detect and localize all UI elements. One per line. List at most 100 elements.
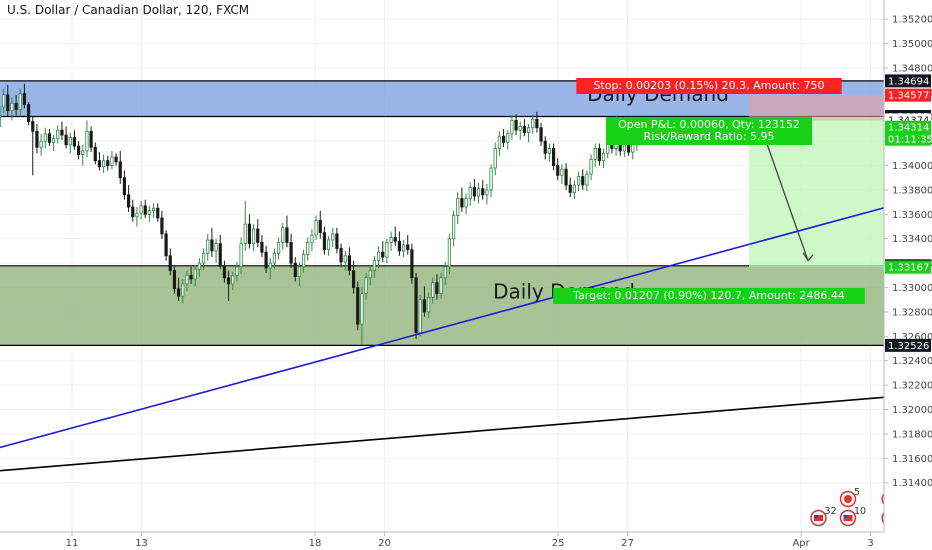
price-label-text: 1.32526: [888, 341, 929, 352]
candle: [451, 210, 456, 247]
candle: [197, 258, 202, 277]
candle-body: [351, 270, 356, 288]
candle-body: [393, 237, 397, 242]
candle: [368, 265, 372, 286]
candle-body: [339, 248, 343, 263]
candle: [301, 249, 306, 273]
candle: [297, 261, 302, 287]
candle-body: [460, 198, 464, 208]
candle-body: [51, 138, 56, 143]
candle-body: [168, 255, 172, 271]
candle-body: [410, 249, 414, 279]
candle-body: [631, 144, 635, 153]
candle: [160, 210, 164, 239]
candle-body: [81, 150, 85, 155]
candle-body: [489, 167, 493, 191]
candle-body: [514, 120, 518, 131]
price-label-text: 1.34694: [888, 76, 929, 87]
pnl-label-text: Risk/Reward Ratio: 5.95: [644, 130, 775, 143]
us-event-flag-icon: 32: [810, 506, 837, 527]
flag-leaf: [843, 495, 852, 503]
candle-body: [364, 277, 368, 295]
price-tick-label: 1.31400: [892, 478, 932, 489]
candle-body: [401, 244, 406, 252]
candle: [285, 215, 289, 248]
candle-body: [139, 205, 143, 214]
candle-body: [297, 266, 302, 277]
candle: [460, 187, 464, 212]
candle-body: [172, 270, 177, 290]
candle-body: [426, 296, 431, 313]
price-tick-label: 1.32000: [892, 405, 932, 416]
price-tick-label: 1.32800: [892, 307, 932, 318]
price-tick-label: 1.31600: [892, 454, 932, 465]
candle: [410, 243, 414, 284]
candle-body: [343, 255, 347, 263]
candle-body: [322, 232, 327, 251]
candle: [2, 88, 6, 114]
candle-body: [481, 188, 485, 196]
time-axis: 111318202527Apr3810: [0, 531, 884, 550]
price-tick-label: 1.32200: [892, 381, 932, 392]
candle-body: [2, 94, 6, 108]
candle: [393, 226, 397, 247]
candle: [251, 224, 256, 251]
black-trendline: [0, 396, 884, 472]
event-count: 10: [854, 506, 866, 517]
candle: [235, 261, 239, 282]
price-axis: 1.352001.350001.348001.346001.344001.342…: [883, 0, 932, 550]
candle: [81, 144, 85, 166]
candle: [172, 265, 177, 294]
price-label-text: 1.34577: [888, 91, 929, 102]
candle: [518, 121, 522, 140]
candle-body: [72, 137, 77, 147]
candle-body: [451, 215, 456, 240]
price-label-text: 01:11:35: [888, 135, 932, 146]
candle-body: [601, 152, 606, 162]
candle-body: [6, 94, 10, 112]
candle: [39, 133, 43, 156]
candle: [343, 250, 347, 271]
candle-body: [356, 287, 360, 325]
candle: [26, 102, 31, 126]
time-tick-label: 3: [867, 538, 873, 549]
candle: [322, 226, 327, 255]
candle-body: [597, 148, 601, 162]
price-label: 1.34314: [885, 120, 931, 134]
price-label-text: 1.33167: [888, 263, 929, 274]
candle: [501, 128, 506, 148]
candle: [347, 247, 352, 276]
candle-body: [318, 220, 322, 234]
candle-body: [360, 293, 364, 325]
candle-body: [381, 251, 385, 258]
candle: [551, 143, 556, 171]
candle-body: [493, 148, 497, 169]
candle-body: [22, 93, 27, 105]
price-tick-label: 1.35200: [892, 15, 932, 26]
candle: [335, 227, 339, 254]
candle: [210, 227, 214, 258]
candle: [272, 248, 277, 270]
price-tick-label: 1.34800: [892, 63, 932, 74]
candle-body: [201, 252, 206, 264]
stop-label-text: Stop: 0.00203 (0.15%) 20.3, Amount: 750: [593, 79, 824, 92]
candle-body: [131, 206, 135, 218]
candle-body: [47, 133, 52, 143]
candle-body: [314, 220, 318, 236]
candle: [126, 185, 131, 212]
candle-body: [435, 282, 439, 295]
candle: [43, 127, 47, 149]
candle: [281, 222, 285, 250]
candle-body: [443, 266, 447, 279]
price-label: 1.34577: [885, 88, 931, 102]
candle: [601, 148, 606, 168]
candle-body: [389, 237, 393, 243]
candle: [268, 258, 272, 280]
candle: [243, 200, 247, 251]
us-event-flag-icon: 10: [839, 506, 866, 527]
candle: [443, 261, 447, 286]
candle-body: [189, 274, 193, 280]
flag-canton: [813, 515, 818, 518]
